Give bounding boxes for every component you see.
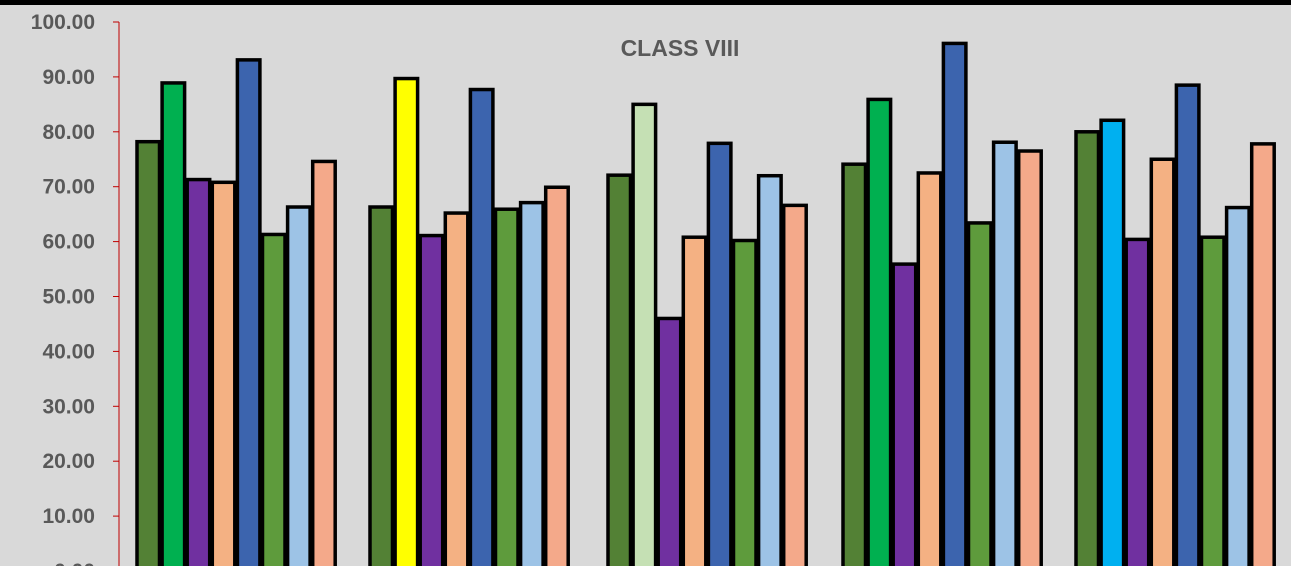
- y-tick-label: 40.00: [42, 340, 95, 363]
- bar: [210, 180, 237, 566]
- bar: [1124, 237, 1151, 566]
- bar: [468, 87, 495, 566]
- y-tick-label: 80.00: [42, 121, 95, 144]
- y-tick-label: 20.00: [42, 450, 95, 473]
- y-tick-label: 60.00: [42, 231, 95, 254]
- bar: [443, 211, 470, 566]
- bar: [285, 205, 312, 566]
- bar: [185, 177, 212, 566]
- bar: [866, 97, 893, 566]
- bar: [1199, 235, 1226, 566]
- bar: [493, 207, 520, 566]
- bar: [681, 235, 708, 566]
- bar: [631, 102, 658, 566]
- bar: [160, 81, 187, 566]
- bar-chart: CLASS VIII 0.00 10.00 20.00 30.00 40.00 50.00…: [31, 11, 1276, 566]
- bar-group: [135, 58, 337, 566]
- y-tick-label: 50.00: [42, 286, 95, 309]
- chart-title: CLASS VIII: [621, 35, 740, 61]
- bar: [393, 76, 420, 566]
- bar: [781, 203, 808, 566]
- bar: [706, 141, 733, 566]
- bar-group: [841, 41, 1043, 566]
- bar: [1074, 130, 1101, 566]
- bar-group: [606, 102, 808, 566]
- bar-group: [1074, 83, 1276, 566]
- bar: [941, 41, 968, 566]
- y-tick-label: 100.00: [31, 11, 95, 34]
- y-tick-label: 10.00: [42, 505, 95, 528]
- bar: [543, 185, 570, 566]
- bar: [891, 262, 918, 566]
- y-axis-ticks: 0.00 10.00 20.00 30.00 40.00 50.00 60.00 70.00 8…: [31, 11, 119, 566]
- bar: [756, 173, 783, 566]
- bar: [916, 171, 943, 566]
- bar: [991, 140, 1018, 566]
- bar: [1249, 142, 1276, 566]
- bar: [606, 173, 633, 566]
- bar: [235, 58, 262, 566]
- bar: [966, 221, 993, 566]
- bar: [135, 139, 162, 566]
- bar: [518, 200, 545, 566]
- bar: [1099, 118, 1126, 566]
- y-tick-label: 90.00: [42, 66, 95, 89]
- bar: [260, 232, 287, 566]
- bar: [368, 205, 395, 566]
- y-tick-label: 0.00: [54, 560, 95, 566]
- bar-group: [368, 76, 570, 566]
- bar: [1149, 157, 1176, 566]
- bar: [841, 162, 868, 566]
- bar: [656, 316, 683, 566]
- bar: [1016, 149, 1043, 566]
- y-tick-label: 30.00: [42, 395, 95, 418]
- y-tick-label: 70.00: [42, 176, 95, 199]
- bar: [1224, 205, 1251, 566]
- bar: [731, 238, 758, 566]
- bar: [310, 159, 337, 566]
- bars: [135, 41, 1276, 566]
- bar: [418, 233, 445, 566]
- bar: [1174, 83, 1201, 566]
- chart-frame: CLASS VIII 0.00 10.00 20.00 30.00 40.00 50.00…: [0, 5, 1291, 566]
